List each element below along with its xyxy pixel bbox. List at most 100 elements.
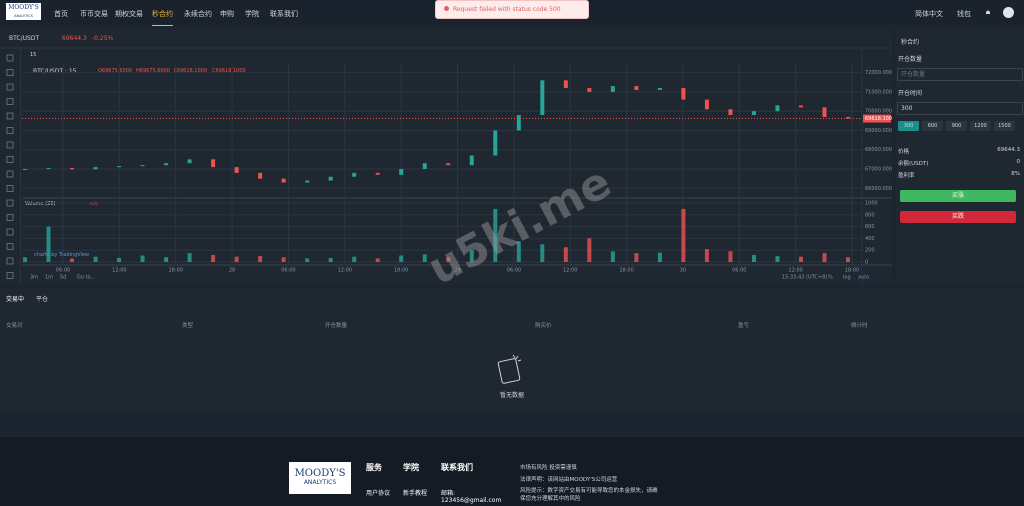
nav-item[interactable]: 学院 [245,10,259,18]
candle [469,155,474,166]
info-value: 8% [1011,171,1020,177]
candle [211,159,216,168]
x-tick-label: 12:00 [563,268,577,274]
orders: 交易中 平仓 交易对 类型 开仓数量 购买价 盈亏 倒计时 暂无数据 [0,288,1024,410]
footer-column-title: 联系我们 [441,463,473,472]
tool-icon [6,54,14,62]
volume-bar [751,254,756,262]
volume-bar [728,251,733,262]
nav-item[interactable]: 永续合约 [184,10,212,18]
candle [399,169,404,175]
volume-bar [446,257,451,262]
legend-symbol: BTC/USDT · 15 [33,68,77,75]
candle [751,111,756,116]
nav-item[interactable]: 联系我们 [270,10,298,18]
time-input[interactable]: 300 [897,102,1023,115]
candle [117,166,122,168]
candle [281,178,286,183]
y-tick-label: 68000.0000 [865,147,892,153]
legend-open: O69675.6000 [98,68,133,74]
footer: MOODY'S ANALYTICS 服务 用户协议 学院 新手教程 联系我们 邮箱: 123… [0,437,1024,506]
volume-bar [328,257,333,262]
volume-bar [634,253,639,262]
candle [846,116,850,119]
volume-bar [493,208,498,262]
footer-link[interactable]: 用户协议 [366,490,391,497]
nav-item[interactable]: 秒合约 [152,9,173,26]
y-tick-label: 1000 [865,200,878,206]
toast: Request failed with status code 500 [435,0,589,19]
toast-text: Request failed with status code 500 [453,6,561,13]
x-tick-label: 18:00 [845,268,859,274]
footer-link[interactable]: 邮箱: [441,490,456,497]
volume-bar [352,256,357,262]
column-header: 倒计时 [851,323,868,329]
candle [305,180,310,183]
y-tick-label: 400 [865,236,875,242]
bell-icon[interactable] [985,9,991,16]
duration-button[interactable]: 600 [922,121,943,131]
nav-item[interactable]: 申购 [220,10,234,18]
x-tick-label: 06:00 [732,268,746,274]
buy-down-button[interactable]: 买跌 [900,211,1016,223]
volume-bar [305,258,310,262]
x-tick-label: 28 [229,268,235,274]
info-value: 69644.3 [997,147,1020,153]
legend-high: H69675.6000 [136,68,170,74]
volume-bar [516,241,521,262]
tool-icon [6,156,14,163]
x-tick-label: 12:00 [788,268,802,274]
nav-item[interactable]: 首页 [54,10,68,18]
language[interactable]: 简体中文 [915,10,943,18]
volume-bar [422,254,427,262]
footer-notice: 风险提示：数字资产交易有可能导致您的本金损失，请确保您充分理解其中的风险 [520,488,658,502]
column-header: 开仓数量 [325,323,348,329]
symbol[interactable]: BTC/USDT [9,35,40,42]
toolbar-left [0,48,21,285]
candle [46,168,51,170]
chart-panel: BTC/USDT 69644.3 -0.25% 15 BTC/USDT · 15… [0,30,892,285]
change: -0.25% [92,35,114,42]
tool-icon [6,83,14,91]
footer-link[interactable]: 新手教程 [403,490,428,497]
x-tick-label: 06:00 [56,268,70,274]
duration-button[interactable]: 300 [898,121,919,131]
candle [164,163,169,166]
buy-up-button[interactable]: 买涨 [900,190,1016,202]
legend-close: C69618.1000 [212,68,246,74]
nav-item[interactable]: 币币交易 [80,10,108,18]
candle [140,165,145,167]
empty-icon [497,354,522,384]
y-tick-label: 600 [865,224,875,230]
duration-button[interactable]: 1500 [994,121,1015,131]
tool-icon [6,199,14,207]
clock: 15:33:43 (UTC+8) [782,275,827,281]
x-tick-label: 06:00 [281,268,295,274]
avatar[interactable] [1003,7,1014,18]
logo[interactable]: MOODY'S ANALYTICS [6,3,41,20]
footer-notice: 市场有风险 投资需谨慎 [520,465,577,471]
wallet[interactable]: 钱包 [957,10,971,18]
duration-button[interactable]: 1200 [970,121,991,131]
volume-bar [798,256,803,262]
order-tab[interactable]: 平仓 [36,296,49,303]
y-tick-label: 66000.0000 [865,186,892,192]
nav-item[interactable]: 期权交易 [115,10,143,18]
order-tab[interactable]: 交易中 [6,296,25,303]
interval[interactable]: 15 [30,52,37,58]
candle [516,115,521,131]
amount-input[interactable]: 开仓数量 [897,68,1023,81]
candle [375,172,380,175]
volume-bar [46,226,51,262]
footer-link[interactable]: 123456@gmail.com [441,497,502,504]
tool-icon [6,272,14,279]
volume-bar [587,238,592,262]
panel-tab[interactable]: 秒合约 [901,39,920,46]
price-tag: 69618.1000 [865,116,892,122]
attribution[interactable]: charts by TradingView [34,252,90,258]
duration-button[interactable]: 900 [946,121,967,131]
info-label: 盈利率 [898,173,915,179]
candle [681,88,686,100]
candle [93,167,98,170]
volume-bar [93,256,98,262]
